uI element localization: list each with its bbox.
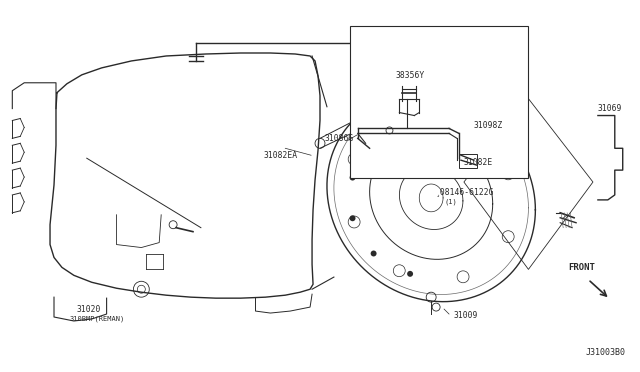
Text: 31082EA: 31082EA <box>264 151 298 160</box>
Circle shape <box>371 140 376 145</box>
Text: J31003B0: J31003B0 <box>586 348 626 357</box>
Text: (1): (1) <box>444 199 457 205</box>
Bar <box>459 154 477 168</box>
Text: 31086G: 31086G <box>325 134 354 143</box>
Text: FRONT: FRONT <box>568 263 595 272</box>
Text: 31098Z: 31098Z <box>474 121 503 130</box>
Text: 38356Y: 38356Y <box>396 71 425 80</box>
Circle shape <box>349 174 356 180</box>
Circle shape <box>349 215 356 221</box>
Circle shape <box>407 271 413 277</box>
Circle shape <box>407 119 413 125</box>
Text: 310BMP(REMAN): 310BMP(REMAN) <box>70 316 125 322</box>
Text: 31082E: 31082E <box>464 158 493 167</box>
Circle shape <box>371 250 376 256</box>
Text: 31009: 31009 <box>454 311 478 320</box>
Text: 31069: 31069 <box>598 104 622 113</box>
Text: ¸08146-6122G: ¸08146-6122G <box>435 187 493 196</box>
Text: 31020: 31020 <box>77 305 101 314</box>
Bar <box>350 26 529 178</box>
